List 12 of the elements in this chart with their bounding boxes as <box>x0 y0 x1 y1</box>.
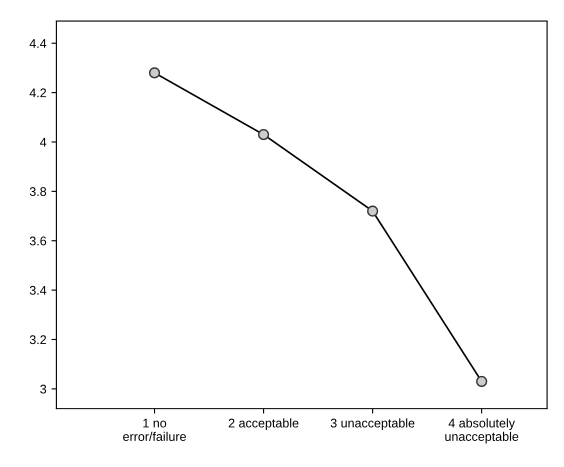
y-tick-label: 3 <box>40 384 46 394</box>
y-tick-label: 4.2 <box>30 88 46 98</box>
y-tick-label: 3.2 <box>30 335 46 344</box>
y-tick-label: 3.8 <box>30 187 46 196</box>
y-tick-label: 4.4 <box>30 39 46 48</box>
y-tick-label: 3.6 <box>30 236 46 246</box>
x-tick-label: 2 acceptable <box>228 418 298 430</box>
x-tick-label: 4 absolutely unacceptable <box>445 418 518 444</box>
y-tick-label: 3.4 <box>30 286 46 295</box>
x-tick-label: 3 unacceptable <box>330 418 414 430</box>
x-tick-label: 1 no error/failure <box>123 418 186 441</box>
y-tick-label: 4 <box>40 138 46 147</box>
